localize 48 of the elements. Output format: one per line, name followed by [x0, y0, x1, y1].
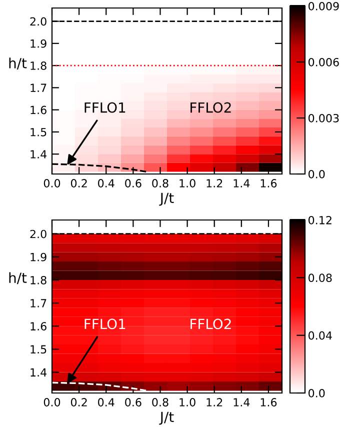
x-tick-label: 0.6 [125, 398, 142, 406]
color-bar-label: 0.0 [308, 170, 325, 178]
x-tick-label: 0.2 [70, 398, 87, 406]
x-tick-label: 0.8 [152, 179, 168, 188]
color-bar-label: 0.003 [308, 114, 339, 122]
x-tick-label: 0.4 [98, 179, 114, 188]
x-tick-label: 1.2 [206, 179, 222, 188]
y-tick-label: 1.7 [30, 84, 46, 92]
x-tick-label: 0.4 [98, 398, 114, 406]
x-tick-label: 1.4 [234, 398, 250, 406]
text: 2.0 [30, 17, 46, 26]
annotation: FFLO1 [84, 318, 126, 330]
color-bar-label: 0.04 [308, 331, 332, 340]
y-tick-label: 1.6 [30, 106, 46, 114]
x-tick-label: 1.6 [260, 179, 277, 188]
color-bar-label: 0.12 [308, 216, 332, 224]
x-tick-label: 1.4 [234, 179, 250, 188]
x-axis-title: J/t [159, 192, 174, 206]
color-bar-label: 0.08 [308, 274, 332, 282]
y-tick-label: 1.8 [30, 276, 46, 284]
text: 0.0 [44, 179, 60, 188]
text: 1.0 [180, 398, 196, 406]
y-tick-label: 1.9 [30, 39, 46, 48]
x-tick-label: 0.2 [70, 179, 87, 188]
x-tick-label: 0.6 [125, 179, 142, 188]
text: 1.0 [180, 179, 196, 188]
y-tick-label: 1.8 [30, 62, 46, 70]
text: 2.0 [30, 230, 46, 238]
y-tick-label: 1.7 [30, 299, 46, 308]
color-bar-label: 0.006 [308, 58, 339, 66]
y-tick-label: 1.6 [30, 322, 46, 330]
color-bar-label: 0.009 [308, 2, 339, 10]
annotation: FFLO1 [84, 102, 126, 113]
y-axis-title: h/t [9, 58, 27, 70]
y-tick-label: 1.4 [30, 150, 47, 158]
y-axis-title: h/t [9, 272, 27, 284]
text: 0.0 [44, 398, 60, 406]
y-tick-label: 1.9 [30, 252, 46, 262]
x-tick-label: 1.6 [260, 398, 277, 406]
y-tick-label: 1.5 [30, 128, 46, 136]
x-tick-label: 1.2 [206, 398, 222, 406]
y-tick-label: 1.4 [30, 368, 47, 376]
color-bar-label: 0.0 [308, 388, 325, 398]
x-axis-title: J/t [159, 412, 174, 425]
y-tick-label: 1.5 [30, 345, 46, 354]
annotation: FFLO2 [190, 102, 231, 113]
x-tick-label: 0.8 [152, 398, 168, 406]
annotation: FFLO2 [190, 318, 231, 330]
